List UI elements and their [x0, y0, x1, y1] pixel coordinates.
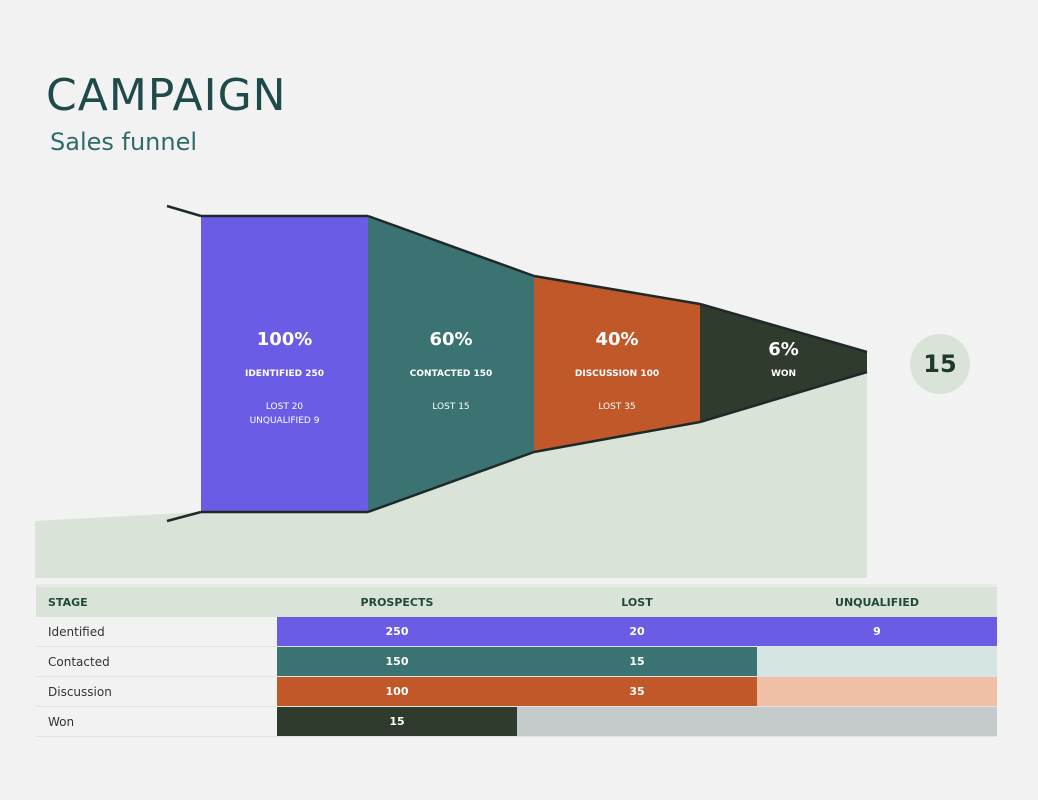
cell-unqualified [757, 647, 997, 676]
cell-unqualified: 9 [757, 617, 997, 646]
funnel-sub-label: LOST 15 [432, 402, 469, 412]
cell-stage: Discussion [48, 684, 112, 699]
cell-prospects: 15 [277, 707, 517, 736]
cell-lost: 20 [517, 617, 757, 646]
background-shape [35, 372, 867, 578]
table-row: Contacted 150 15 [36, 647, 997, 677]
funnel-outline-top [367, 214, 535, 278]
cell-lost: 35 [517, 677, 757, 706]
funnel-outline-top [699, 302, 868, 354]
stage-table: STAGE PROSPECTS LOST UNQUALIFIED Identif… [36, 584, 997, 737]
funnel-outline-bottom [699, 370, 868, 424]
funnel-segment-won [700, 304, 867, 422]
won-count-badge: 15 [910, 334, 970, 394]
cell-stage: Won [48, 714, 75, 729]
table-row: Identified 250 20 9 [36, 617, 997, 647]
cell-prospects: 100 [277, 677, 517, 706]
cell-stage: Contacted [48, 654, 110, 669]
funnel-outline-bottom [367, 450, 535, 514]
funnel-sub-label: UNQUALIFIED 9 [250, 416, 320, 426]
cell-unqualified [757, 677, 997, 706]
cell-lost [517, 707, 757, 736]
header-stage: STAGE [48, 595, 88, 609]
funnel-lip-top [166, 204, 202, 218]
funnel-segment-identified [201, 216, 368, 512]
table-row: Won 15 [36, 707, 997, 737]
funnel-stage-label: IDENTIFIED 250 [245, 369, 324, 379]
cell-lost: 15 [517, 647, 757, 676]
funnel-stage-label: CONTACTED 150 [410, 369, 492, 379]
cell-prospects: 150 [277, 647, 517, 676]
funnel-percent: 40% [595, 329, 638, 350]
header-unqualified: UNQUALIFIED [835, 595, 919, 609]
funnel-lip-bottom [166, 510, 202, 523]
cell-stage: Identified [48, 624, 105, 639]
table-header: STAGE PROSPECTS LOST UNQUALIFIED [36, 584, 997, 617]
funnel-stage-label: DISCUSSION 100 [575, 369, 659, 379]
funnel-outline-bottom [533, 420, 701, 454]
funnel-percent: 6% [768, 339, 799, 360]
funnel-percent: 60% [429, 329, 472, 350]
funnel-segment-discussion [534, 276, 700, 452]
header-prospects: PROSPECTS [360, 595, 434, 609]
funnel-sub-label: LOST 35 [598, 402, 635, 412]
page-title: CAMPAIGN [46, 70, 287, 121]
funnel-sub-label: LOST 20 [266, 402, 304, 412]
funnel-stage-label: WON [771, 369, 796, 379]
funnel-outline-top [533, 274, 701, 306]
cell-unqualified [757, 707, 997, 736]
funnel-percent: 100% [257, 329, 313, 350]
table-row: Discussion 100 35 [36, 677, 997, 707]
header-lost: LOST [621, 595, 653, 609]
cell-prospects: 250 [277, 617, 517, 646]
page-subtitle: Sales funnel [50, 128, 198, 156]
funnel-segment-contacted [368, 216, 534, 512]
